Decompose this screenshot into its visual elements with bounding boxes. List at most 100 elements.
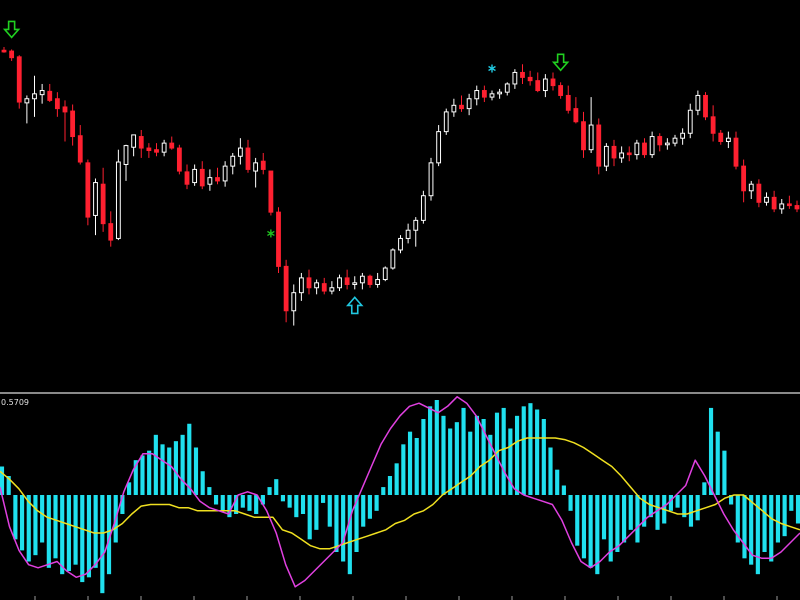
candle-body — [741, 165, 747, 192]
candle — [642, 138, 647, 158]
histogram-bar — [501, 407, 506, 495]
candle — [375, 272, 381, 288]
candle — [794, 200, 800, 213]
candle — [764, 192, 769, 206]
histogram-bar — [86, 495, 92, 578]
candle — [199, 161, 205, 190]
candle — [16, 55, 22, 109]
candle-body — [39, 90, 45, 96]
price-pane — [1, 20, 800, 326]
candle-body — [512, 71, 518, 85]
candle — [474, 85, 480, 106]
candle-body — [695, 94, 701, 111]
candle — [108, 211, 114, 247]
candle-body — [756, 183, 762, 203]
histogram-bar — [782, 495, 787, 537]
candle — [1, 46, 7, 53]
histogram-bar — [200, 471, 205, 495]
candle — [603, 143, 609, 172]
time-axis-ticks — [34, 596, 778, 600]
candle — [85, 159, 91, 226]
candle-body — [123, 145, 129, 165]
candle-body — [298, 277, 304, 294]
candle-body — [276, 211, 281, 267]
candle — [436, 125, 442, 167]
candle — [245, 139, 251, 173]
histogram-bar — [133, 460, 138, 495]
histogram-bar — [234, 495, 239, 514]
candle-body — [100, 183, 106, 225]
candle-body — [626, 152, 632, 156]
candle — [352, 276, 358, 290]
candle — [184, 164, 190, 190]
histogram-bar — [749, 495, 754, 565]
histogram-bar — [267, 487, 272, 495]
candle — [146, 143, 152, 158]
candle-body — [657, 136, 663, 146]
histogram-bar — [80, 495, 85, 583]
candle-body — [245, 147, 251, 170]
candle — [573, 97, 579, 124]
candle-body — [703, 94, 708, 118]
histogram-bar — [755, 495, 760, 575]
candle-body — [459, 104, 464, 110]
candle-body — [718, 132, 724, 142]
candle-body — [405, 229, 411, 239]
histogram-bar — [354, 495, 359, 552]
candle — [321, 277, 327, 295]
candle-body — [321, 283, 327, 292]
candle-body — [359, 275, 365, 284]
star-stroke — [488, 65, 496, 72]
candle-body — [62, 106, 68, 113]
candle-body — [375, 279, 381, 285]
histogram-bar — [541, 419, 546, 495]
candle-body — [329, 287, 335, 292]
candle — [115, 149, 121, 241]
histogram-bar — [387, 476, 393, 495]
histogram-bar — [789, 495, 794, 511]
histogram-bar — [762, 495, 767, 552]
star-marker-icon — [267, 229, 275, 238]
histogram-bar — [0, 466, 5, 495]
histogram-bar — [294, 495, 299, 518]
down-arrow-icon — [2, 20, 21, 39]
candle — [687, 103, 693, 139]
histogram-bar — [494, 412, 500, 495]
candle-body — [611, 145, 617, 159]
histogram-bar — [535, 409, 540, 495]
candle — [748, 180, 754, 199]
candle-body — [481, 90, 487, 98]
histogram-bar — [581, 495, 587, 559]
candle-body — [85, 162, 91, 218]
histogram-bar — [314, 495, 319, 530]
candle — [542, 74, 548, 98]
histogram-bar — [26, 495, 31, 562]
histogram-bar — [60, 495, 65, 575]
histogram-bar — [588, 495, 593, 568]
candle-body — [649, 136, 655, 156]
histogram-bar — [454, 422, 459, 495]
candle-body — [443, 111, 449, 133]
star-marker-icon — [488, 64, 496, 73]
histogram-bar — [608, 495, 613, 562]
histogram-bar — [341, 495, 346, 562]
candle — [535, 72, 541, 93]
histogram-bar — [702, 482, 707, 495]
candle-body — [786, 203, 792, 207]
histogram-bar — [795, 495, 800, 524]
histogram-bar — [561, 485, 566, 495]
candle — [520, 64, 525, 84]
histogram-bar — [474, 415, 479, 495]
candle — [718, 129, 724, 145]
histogram-bar — [468, 431, 473, 495]
candle-body — [596, 124, 602, 167]
histogram-bar — [481, 419, 486, 495]
candle — [260, 152, 266, 175]
candle — [253, 157, 259, 188]
candle — [169, 136, 175, 150]
histogram-bar — [193, 447, 199, 495]
histogram-bar — [361, 495, 366, 527]
candle-body — [70, 110, 76, 138]
candle — [596, 118, 602, 175]
